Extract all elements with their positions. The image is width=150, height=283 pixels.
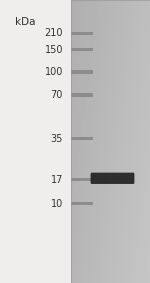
Bar [70, 137, 93, 140]
Text: 17: 17 [51, 175, 63, 185]
FancyBboxPatch shape [91, 173, 134, 184]
Bar [70, 0, 150, 283]
Text: 210: 210 [45, 28, 63, 38]
Bar [70, 48, 93, 51]
Text: 70: 70 [51, 90, 63, 100]
Bar [70, 70, 93, 74]
Bar [70, 178, 93, 181]
Bar [70, 32, 93, 35]
Text: 100: 100 [45, 67, 63, 77]
Text: kDa: kDa [15, 17, 36, 27]
Bar [70, 93, 93, 97]
Bar [0, 0, 70, 283]
Bar [70, 202, 93, 205]
Text: 150: 150 [45, 44, 63, 55]
Text: 10: 10 [51, 199, 63, 209]
Text: 35: 35 [51, 134, 63, 144]
